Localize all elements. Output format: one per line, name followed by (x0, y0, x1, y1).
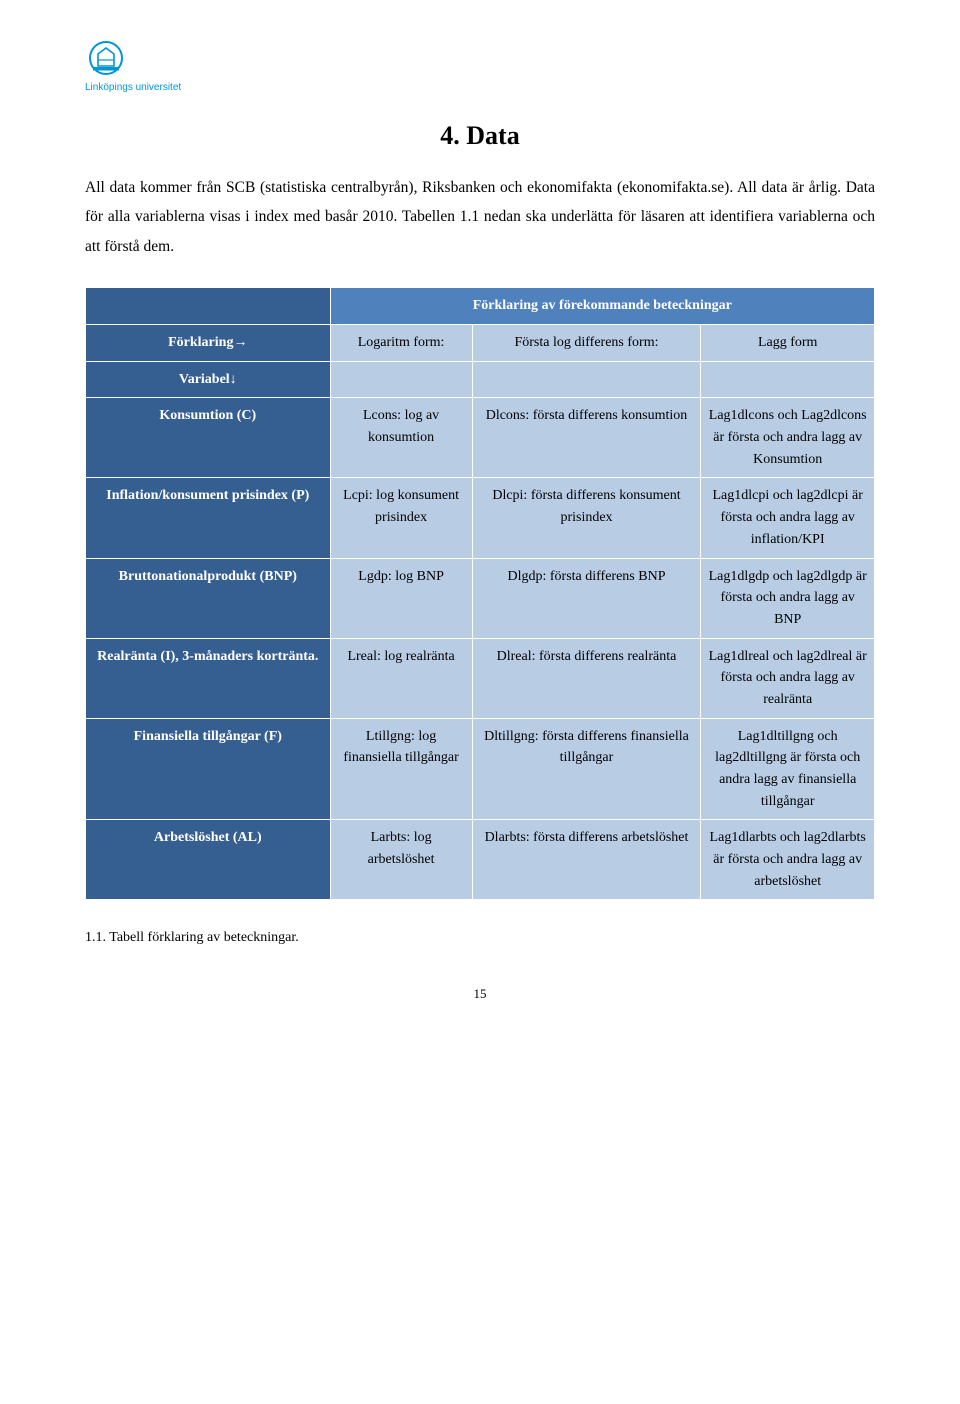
var-name: Inflation/konsument prisindex (P) (86, 478, 331, 558)
table-caption: 1.1. Tabell förklaring av beteckningar. (85, 930, 875, 946)
table-row: Inflation/konsument prisindex (P) Lcpi: … (86, 478, 875, 558)
logo-seal-icon (85, 40, 127, 80)
table-variable-header-row: Variabel↓ (86, 361, 875, 398)
var-name: Realränta (I), 3-månaders kortränta. (86, 638, 331, 718)
diff-cell: Dlgdp: första differens BNP (472, 558, 701, 638)
header-lagg: Lagg form (701, 325, 875, 362)
table-row: Bruttonationalprodukt (BNP) Lgdp: log BN… (86, 558, 875, 638)
table-merged-title: Förklaring av förekommande beteckningar (330, 288, 874, 325)
log-cell: Lgdp: log BNP (330, 558, 472, 638)
university-logo: Linköpings universitet (85, 40, 875, 93)
empty-cell (472, 361, 701, 398)
table-header-row: Förklaring→ Logaritm form: Första log di… (86, 325, 875, 362)
intro-paragraph: All data kommer från SCB (statistiska ce… (85, 173, 875, 261)
section-heading: 4. Data (85, 121, 875, 151)
page-container: Linköpings universitet 4. Data All data … (0, 0, 960, 1032)
variable-header: Variabel↓ (86, 361, 331, 398)
log-cell: Lreal: log realränta (330, 638, 472, 718)
table-row: Konsumtion (C) Lcons: log av konsumtion … (86, 398, 875, 478)
lag-cell: Lag1dlgdp och lag2dlgdp är första och an… (701, 558, 875, 638)
university-name: Linköpings universitet (85, 82, 875, 93)
lag-cell: Lag1dlcons och Lag2dlcons är första och … (701, 398, 875, 478)
header-differens: Första log differens form: (472, 325, 701, 362)
log-cell: Ltillgng: log finansiella tillgångar (330, 718, 472, 820)
var-name: Finansiella tillgångar (F) (86, 718, 331, 820)
var-name: Arbetslöshet (AL) (86, 820, 331, 900)
lag-cell: Lag1dltillgng och lag2dltillgng är först… (701, 718, 875, 820)
diff-cell: Dlreal: första differens realränta (472, 638, 701, 718)
var-name: Bruttonationalprodukt (BNP) (86, 558, 331, 638)
table-title-row: Förklaring av förekommande beteckningar (86, 288, 875, 325)
log-cell: Larbts: log arbetslöshet (330, 820, 472, 900)
lag-cell: Lag1dlcpi och lag2dlcpi är första och an… (701, 478, 875, 558)
empty-cell (330, 361, 472, 398)
log-cell: Lcons: log av konsumtion (330, 398, 472, 478)
empty-cell (701, 361, 875, 398)
diff-cell: Dlcons: första differens konsumtion (472, 398, 701, 478)
lag-cell: Lag1dlarbts och lag2dlarbts är första oc… (701, 820, 875, 900)
table-row: Realränta (I), 3-månaders kortränta. Lre… (86, 638, 875, 718)
definitions-table: Förklaring av förekommande beteckningar … (85, 287, 875, 900)
log-cell: Lcpi: log konsument prisindex (330, 478, 472, 558)
header-logaritm: Logaritm form: (330, 325, 472, 362)
table-title-empty (86, 288, 331, 325)
lag-cell: Lag1dlreal och lag2dlreal är första och … (701, 638, 875, 718)
diff-cell: Dlcpi: första differens konsument prisin… (472, 478, 701, 558)
var-name: Konsumtion (C) (86, 398, 331, 478)
page-number: 15 (85, 986, 875, 1002)
table-row: Arbetslöshet (AL) Larbts: log arbetslösh… (86, 820, 875, 900)
header-forklaring: Förklaring→ (86, 325, 331, 362)
table-row: Finansiella tillgångar (F) Ltillgng: log… (86, 718, 875, 820)
diff-cell: Dlarbts: första differens arbetslöshet (472, 820, 701, 900)
diff-cell: Dltillgng: första differens finansiella … (472, 718, 701, 820)
